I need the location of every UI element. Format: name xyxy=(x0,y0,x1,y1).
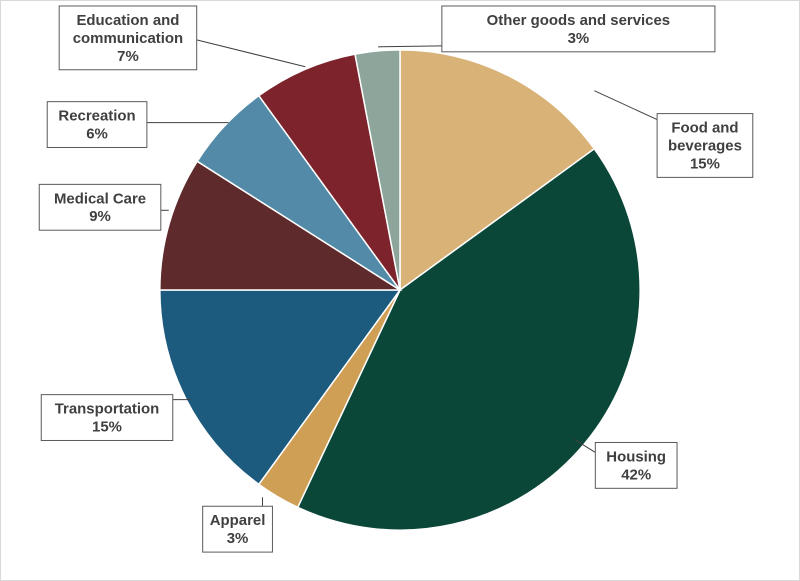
data-label-category: beverages xyxy=(668,137,742,154)
data-label-box xyxy=(594,441,678,489)
leader-line-education-and-communication xyxy=(196,39,306,68)
slice-other-goods-and-services xyxy=(354,49,401,291)
pie-slices xyxy=(159,49,641,531)
data-label-value: 3% xyxy=(227,530,249,547)
data-labels: Food andbeverages15%Housing42%Apparel3%T… xyxy=(38,5,754,553)
data-label-box xyxy=(58,5,198,71)
leader-line-other-goods-and-services xyxy=(378,45,442,48)
data-label-category: Medical Care xyxy=(54,190,146,207)
data-label-value: 3% xyxy=(568,30,590,47)
data-label-box xyxy=(656,113,754,178)
slice-housing xyxy=(296,147,641,531)
data-label-box xyxy=(202,505,273,553)
data-label-value: 6% xyxy=(86,126,108,143)
slice-medical-care xyxy=(159,160,403,291)
data-label-box xyxy=(441,5,716,53)
data-label-value: 7% xyxy=(117,48,139,65)
data-label-category: Food and xyxy=(671,120,738,137)
data-label-category: Recreation xyxy=(58,108,135,125)
slice-transportation xyxy=(159,289,402,486)
data-label-value: 15% xyxy=(92,419,122,436)
data-label-box xyxy=(38,183,162,231)
data-label-box xyxy=(40,394,174,441)
data-label-category: Transportation xyxy=(55,401,160,418)
data-label-value: 15% xyxy=(690,155,720,172)
data-label-category: Housing xyxy=(606,448,666,465)
leader-lines xyxy=(146,39,658,507)
slice-food-and-beverages xyxy=(399,49,596,292)
slice-education-and-communication xyxy=(257,53,401,291)
data-label-category: communication xyxy=(73,30,183,47)
leader-line-housing xyxy=(574,439,596,453)
data-label-box xyxy=(46,101,148,148)
data-label-category: Education and xyxy=(76,12,179,29)
data-label-category: Apparel xyxy=(210,512,266,529)
data-label-value: 9% xyxy=(89,208,111,225)
leader-line-food-and-beverages xyxy=(594,90,658,121)
data-label-category: Other goods and services xyxy=(487,12,670,29)
data-label-value: 42% xyxy=(621,466,651,483)
